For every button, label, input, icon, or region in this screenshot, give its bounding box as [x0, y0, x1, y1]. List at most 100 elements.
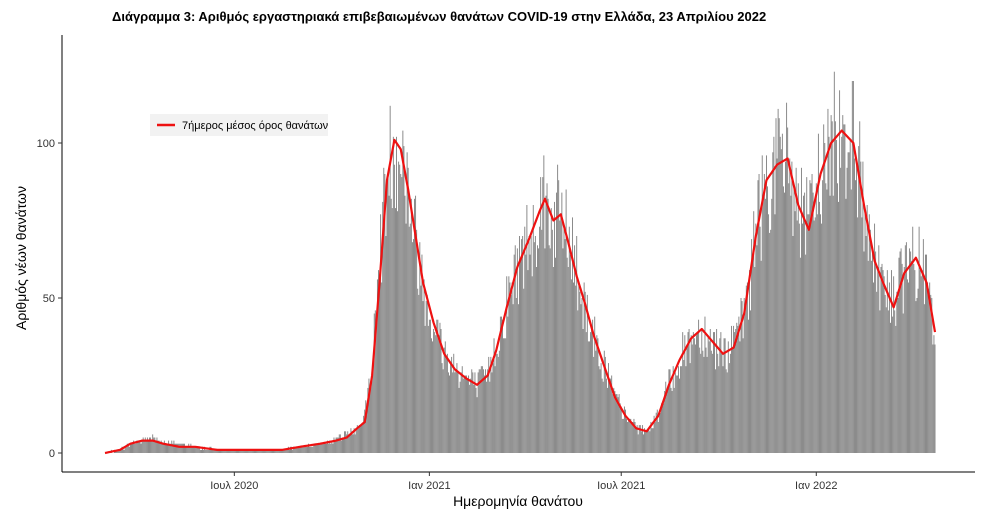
daily-death-bar	[232, 449, 234, 453]
daily-death-bar	[549, 248, 551, 453]
daily-death-bar	[428, 319, 430, 453]
daily-death-bar	[141, 440, 143, 453]
daily-death-bar	[201, 449, 202, 453]
daily-death-bar	[820, 214, 821, 453]
daily-death-bar	[628, 418, 630, 453]
daily-death-bar	[565, 189, 567, 453]
daily-death-bar	[222, 449, 224, 453]
daily-death-bar	[214, 449, 216, 453]
daily-death-bar	[270, 449, 272, 453]
daily-death-bar	[515, 298, 517, 453]
daily-death-bar	[338, 434, 340, 453]
daily-death-bar	[910, 251, 912, 453]
daily-death-bar	[189, 446, 191, 453]
daily-death-bar	[326, 443, 327, 453]
daily-death-bar	[633, 418, 635, 453]
daily-death-bar	[440, 329, 442, 453]
daily-death-bar	[511, 282, 513, 453]
daily-death-bar	[696, 335, 697, 453]
daily-death-bar	[693, 338, 695, 453]
daily-death-bar	[299, 446, 301, 453]
daily-death-bar	[648, 428, 650, 453]
daily-death-bar	[342, 437, 343, 453]
daily-death-bar	[705, 347, 707, 453]
daily-death-bar	[723, 338, 725, 453]
daily-death-bar	[167, 443, 168, 453]
daily-death-bar	[164, 443, 166, 453]
seven-day-average-line	[104, 129, 937, 455]
daily-death-bar	[256, 449, 258, 453]
daily-death-bar	[559, 220, 561, 453]
daily-death-bar	[746, 282, 748, 453]
daily-death-bar	[802, 223, 803, 453]
daily-death-bar	[674, 372, 676, 453]
daily-death-bar	[405, 223, 407, 453]
daily-death-bar	[522, 236, 524, 453]
daily-death-bar	[872, 248, 873, 453]
daily-death-bar	[603, 350, 605, 453]
daily-death-bar	[471, 369, 473, 453]
daily-death-bar	[905, 242, 907, 453]
daily-death-bar	[234, 449, 236, 453]
daily-death-bar	[799, 257, 801, 453]
daily-death-bar	[422, 301, 424, 453]
daily-death-bar	[815, 183, 817, 454]
daily-death-bar	[847, 152, 849, 454]
daily-death-bar	[901, 263, 903, 453]
daily-death-bar	[631, 422, 633, 453]
daily-death-bar	[703, 356, 705, 453]
daily-death-bar	[461, 366, 463, 453]
daily-death-bar	[432, 341, 433, 453]
daily-death-bar	[424, 325, 426, 453]
daily-death-bar	[215, 449, 217, 453]
daily-death-bar	[629, 418, 631, 453]
daily-death-bar	[202, 446, 203, 453]
daily-death-bar	[349, 434, 351, 453]
daily-death-bar	[171, 440, 173, 453]
daily-death-bar	[584, 291, 586, 453]
daily-death-bar	[482, 369, 484, 453]
daily-death-bar	[497, 356, 499, 453]
daily-death-bar	[285, 449, 287, 453]
daily-death-bar	[697, 332, 698, 453]
daily-death-bar	[441, 363, 443, 453]
daily-death-bar	[301, 446, 303, 453]
daily-death-bar	[245, 449, 247, 453]
daily-death-bar	[332, 443, 334, 453]
daily-death-bar	[265, 449, 267, 453]
daily-death-bar	[846, 167, 848, 454]
daily-death-bar	[490, 356, 492, 453]
daily-death-bar	[931, 298, 933, 453]
daily-death-bar	[778, 118, 780, 453]
daily-death-bar	[727, 341, 729, 453]
daily-death-bar	[917, 288, 919, 453]
daily-death-bar	[206, 449, 208, 453]
daily-death-bar	[770, 229, 772, 453]
daily-death-bar	[849, 139, 851, 453]
daily-death-bar	[322, 443, 324, 453]
daily-death-bar	[351, 431, 353, 453]
daily-death-bar	[509, 282, 511, 453]
daily-death-bar	[415, 195, 417, 453]
daily-death-bar	[302, 446, 304, 453]
daily-death-bar	[688, 329, 690, 453]
daily-death-bar	[930, 294, 932, 453]
daily-death-bar	[307, 446, 308, 453]
daily-death-bar	[625, 409, 626, 453]
daily-death-bar	[331, 440, 333, 453]
daily-death-bar	[796, 220, 798, 453]
daily-death-bar	[711, 353, 713, 453]
daily-death-bar	[921, 270, 923, 453]
daily-death-bar	[634, 422, 636, 453]
daily-death-bar	[443, 347, 445, 453]
daily-death-bar	[310, 446, 312, 453]
daily-death-bar	[454, 372, 456, 453]
daily-death-bar	[219, 449, 220, 453]
daily-death-bar	[780, 149, 782, 453]
daily-death-bar	[850, 189, 852, 453]
daily-death-bar	[895, 325, 897, 453]
daily-death-bar	[129, 443, 131, 453]
daily-death-bar	[650, 422, 652, 453]
daily-death-bar	[343, 437, 344, 453]
daily-death-bar	[503, 338, 505, 453]
